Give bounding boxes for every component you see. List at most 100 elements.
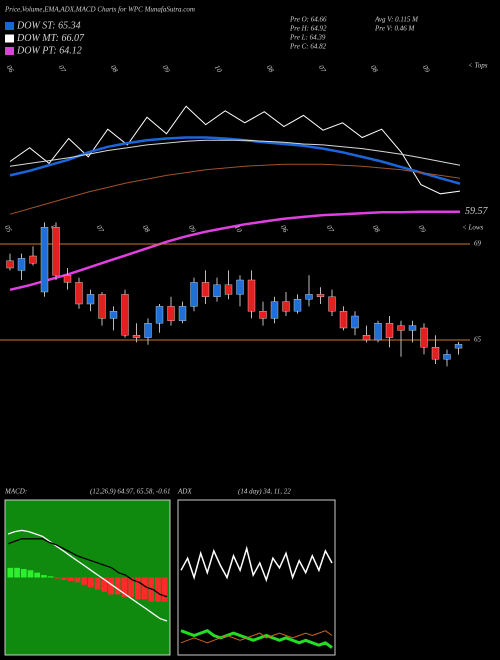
histogram-bar — [155, 577, 161, 602]
legend-entry: DOW PT: 64.12 — [16, 45, 82, 56]
date-label: 08 — [369, 64, 380, 74]
adx-subtitle: (14 day) 34, 11, 22 — [238, 488, 291, 496]
candle-body — [328, 296, 336, 312]
macd-subtitle: (12,26,9) 64.97, 65.58, -0.61 — [90, 488, 171, 496]
quote: Pre H: 64.92 — [289, 25, 327, 33]
date-label: 06 — [279, 224, 290, 234]
legend-swatch — [5, 47, 14, 55]
volume: Pre V: 0.46 M — [374, 25, 415, 33]
histogram-bar — [81, 577, 87, 585]
histogram-bar — [41, 575, 47, 578]
date-label: 07 — [325, 224, 336, 234]
quote: Pre C: 64.82 — [289, 43, 327, 51]
candle-body — [109, 311, 118, 319]
candle-body — [40, 226, 49, 293]
histogram-bar — [94, 577, 101, 590]
quote: Pre L: 64.39 — [289, 34, 326, 42]
candle-body — [132, 335, 141, 338]
adx-title: ADX — [177, 488, 192, 496]
legend-swatch — [5, 22, 14, 30]
histogram-bar — [14, 567, 20, 578]
panel-background — [178, 500, 335, 655]
quote: Pre O: 64.66 — [289, 16, 327, 24]
price-line — [9, 163, 461, 215]
macd-panel — [4, 499, 171, 656]
histogram-bar — [161, 577, 168, 602]
candle-body — [17, 258, 26, 271]
histogram-bar — [61, 577, 67, 580]
histogram-bar — [20, 569, 27, 578]
candle-body — [236, 279, 244, 295]
histogram-bar — [54, 577, 61, 579]
candle-body — [374, 323, 382, 341]
histogram-bar — [7, 567, 14, 578]
date-label: 09 — [161, 64, 172, 74]
histogram-bar — [74, 577, 81, 583]
candle-body — [259, 311, 267, 319]
annotation: < Tops — [468, 62, 488, 70]
candle-body — [339, 311, 348, 329]
candle-body — [385, 323, 394, 338]
histogram-bar — [121, 577, 128, 597]
annotation: < Lows — [462, 224, 484, 232]
candle-body — [144, 323, 152, 338]
histogram-bar — [34, 572, 41, 578]
adx-line — [180, 629, 333, 649]
date-label: 10 — [233, 224, 244, 234]
legend-entry: DOW ST: 65.34 — [16, 20, 81, 31]
level-label: 65 — [474, 336, 482, 344]
candle-body — [6, 260, 14, 269]
histogram-bar — [134, 577, 141, 600]
candle-body — [63, 275, 72, 283]
candle-body — [213, 284, 221, 297]
candle-body — [443, 354, 451, 360]
legend-swatch — [5, 34, 14, 43]
date-label: 08 — [141, 224, 152, 234]
histogram-bar — [128, 577, 134, 597]
price-line — [9, 136, 461, 185]
candle-body — [247, 279, 256, 312]
date-label: 09 — [187, 224, 198, 234]
price-line — [9, 139, 461, 167]
legend-entry: DOW MT: 66.07 — [16, 33, 85, 44]
volume: Avg V: 0.115 M — [374, 16, 419, 24]
histogram-bar — [141, 577, 148, 600]
last-value-label: 59.57 — [465, 206, 489, 217]
candle-body — [305, 294, 313, 300]
candle-body — [75, 282, 83, 305]
date-label: 09 — [417, 224, 428, 234]
price-line — [9, 210, 460, 292]
date-label: 05 — [3, 224, 14, 234]
candle-body — [408, 325, 417, 331]
candle-body — [178, 306, 187, 321]
level-label: 69 — [474, 240, 482, 248]
date-label: 09 — [421, 64, 432, 74]
candle-body — [29, 255, 37, 264]
candle-body — [52, 226, 60, 276]
macd-line — [7, 538, 168, 598]
candle-body — [201, 282, 210, 297]
candle-body — [155, 306, 164, 324]
histogram-bar — [101, 577, 108, 592]
histogram-bar — [27, 570, 34, 578]
candle-body — [224, 284, 233, 295]
candle-body — [270, 301, 279, 319]
date-label: 08 — [371, 224, 382, 234]
histogram-bar — [88, 577, 94, 588]
adx-panel — [177, 499, 336, 656]
date-label: 08 — [109, 64, 120, 74]
date-label: 07 — [57, 64, 68, 74]
candle-body — [431, 347, 440, 360]
candle-body — [190, 282, 198, 307]
candle-body — [293, 299, 302, 312]
macd-title: MACD: — [4, 488, 27, 496]
date-label: 06 — [5, 64, 16, 74]
candle-body — [397, 325, 405, 331]
histogram-bar — [47, 576, 54, 578]
candle-body — [86, 294, 95, 305]
candle-body — [282, 301, 290, 312]
candle-body — [98, 294, 106, 319]
candle-body — [316, 294, 325, 297]
candle-body — [362, 335, 371, 341]
date-label: 07 — [317, 64, 328, 74]
